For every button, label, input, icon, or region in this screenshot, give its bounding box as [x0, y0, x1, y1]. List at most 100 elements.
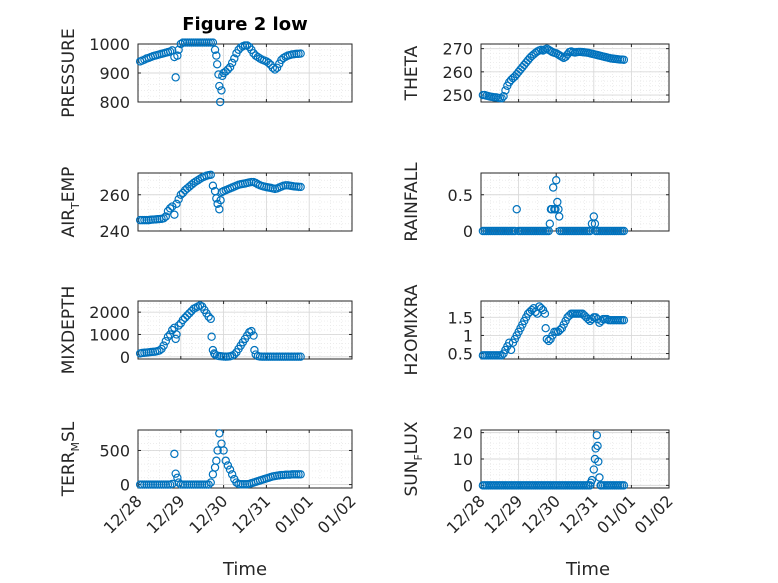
data-point [163, 206, 173, 216]
data-point [161, 212, 171, 221]
grid [137, 301, 353, 359]
series-markers [478, 176, 629, 236]
axes-box [480, 43, 670, 103]
plot-area [138, 430, 352, 488]
data-point [214, 70, 223, 79]
data-point [227, 58, 237, 68]
y-tick-label: 260 [99, 186, 130, 205]
y-tick-label: 0 [463, 476, 473, 495]
data-point [174, 321, 183, 330]
x-axis-label-right: Time [565, 559, 610, 580]
data-point [619, 481, 629, 490]
grid [480, 301, 670, 359]
data-point [247, 326, 256, 336]
data-point [172, 330, 181, 339]
data-point [296, 470, 305, 479]
y-tick-label: 2000 [89, 303, 130, 322]
data-point [225, 465, 235, 474]
y-tick-label: 0 [120, 348, 130, 367]
data-point [591, 444, 600, 453]
grid [480, 172, 670, 232]
y-tick-label: 240 [99, 222, 130, 241]
data-point [208, 38, 218, 47]
y-tick-label: 900 [99, 64, 130, 83]
y-tick-label: 0.5 [448, 345, 473, 364]
data-point [223, 461, 233, 470]
y-tick-label: 270 [442, 40, 473, 59]
figure-title: Figure 2 low [182, 14, 307, 35]
data-point [540, 309, 550, 318]
grid [480, 430, 670, 488]
y-tick-label: 260 [442, 63, 473, 82]
data-point [191, 177, 200, 186]
y-tick-label: 0.5 [448, 186, 473, 205]
data-point [170, 210, 179, 219]
data-point [215, 97, 225, 107]
data-point [178, 315, 188, 325]
data-point [619, 55, 629, 64]
data-point [593, 441, 602, 451]
data-point [225, 62, 235, 72]
y-tick-label: 1000 [89, 325, 130, 344]
data-point [557, 52, 567, 61]
data-point [270, 65, 280, 74]
data-point [499, 91, 508, 101]
data-point [206, 478, 215, 487]
data-point [210, 45, 220, 55]
subplot-h2omixra: 0.511.5 H2OMIXRA [402, 284, 670, 376]
y-axis-label: H2OMIXRA [402, 284, 422, 375]
data-point [172, 199, 181, 209]
data-point [264, 58, 273, 68]
y-tick-label: 800 [99, 93, 130, 112]
data-point [180, 313, 190, 322]
y-tick-label: 1000 [89, 35, 130, 54]
x-axis-label-left: Time [222, 559, 267, 580]
series-markers [135, 301, 305, 361]
data-point [168, 325, 177, 335]
data-point [171, 469, 180, 478]
data-point [212, 456, 221, 465]
data-point [216, 195, 225, 205]
data-point [217, 86, 226, 95]
data-point [296, 352, 305, 361]
data-point [171, 334, 180, 344]
data-point [230, 54, 239, 63]
series-markers [135, 38, 305, 107]
subplot-theta: 250 260 270 THETA [402, 40, 670, 105]
series-markers [478, 431, 629, 490]
y-tick-label: 20 [453, 424, 473, 443]
data-point [272, 63, 282, 72]
data-point [221, 67, 230, 76]
data-point [619, 226, 629, 236]
series-markers [478, 302, 629, 360]
subplot-air-temp: 240 260 AIRTEMP [59, 167, 353, 241]
axes-box [137, 172, 353, 232]
data-point [583, 314, 593, 324]
data-point [212, 51, 221, 60]
subplot-pressure: 800 900 1000 PRESSURE [59, 28, 353, 118]
data-point [296, 182, 305, 192]
subplot-sun-flux: 0102012/2812/2912/3012/3101/0101/02SUNFL… [402, 421, 677, 537]
data-point [174, 195, 183, 204]
data-point [595, 473, 604, 482]
data-point [242, 41, 252, 50]
y-axis-label: RAINFALL [402, 162, 422, 242]
data-point [587, 475, 597, 485]
data-point [159, 214, 168, 223]
series-markers [135, 170, 305, 225]
subplot-mixdepth: 0 1000 2000 MIXDEPTH [59, 286, 353, 375]
axes-box [480, 300, 670, 360]
data-point [230, 350, 239, 359]
y-axis-label: MIXDEPTH [59, 286, 79, 375]
data-point [189, 178, 198, 188]
y-tick-label: 10 [453, 450, 473, 469]
data-point [206, 314, 215, 324]
y-axis-label: PRESSURE [59, 28, 79, 117]
data-point [178, 188, 188, 198]
data-point [161, 336, 171, 346]
y-tick-label: 0 [463, 222, 473, 241]
axes-box [137, 300, 353, 360]
data-point [159, 341, 168, 350]
data-point [212, 60, 222, 69]
